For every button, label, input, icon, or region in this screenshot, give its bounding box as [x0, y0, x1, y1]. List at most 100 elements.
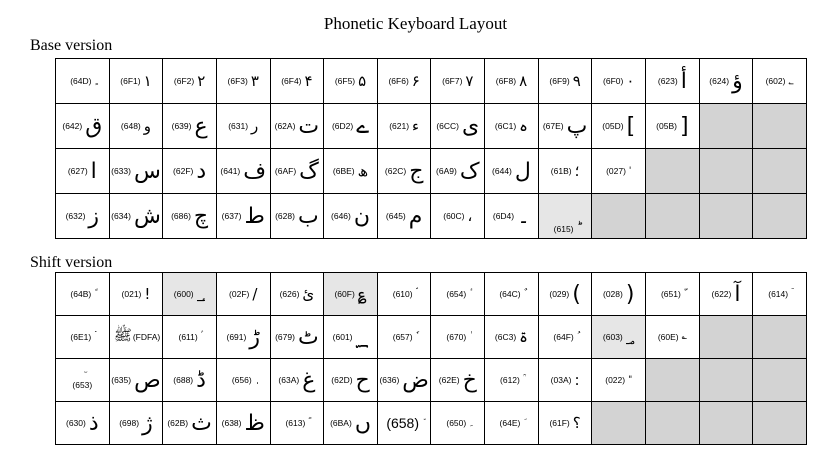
key-cell: (638) ظ [215, 401, 271, 445]
key-cell: (621) ء [376, 103, 432, 149]
unicode-code: (613) [285, 418, 306, 428]
key-content: (6F5) ۵ [335, 72, 366, 90]
key-cell: (639) ع [162, 103, 217, 149]
unicode-code: (64E) [499, 418, 521, 428]
unicode-code: (614) [768, 289, 789, 299]
key-cell: (63A) غ [269, 358, 325, 402]
unicode-code: (61B) [550, 166, 572, 176]
unicode-code: (602) [765, 76, 786, 86]
key-glyph: ں [354, 410, 371, 436]
key-cell: (686) چ [162, 193, 217, 239]
key-cell: (654)ٔ [430, 272, 486, 316]
unicode-code: (6F9) [549, 76, 570, 86]
key-cell: (64C)ٌ [484, 272, 539, 316]
unicode-code: (60E) [657, 332, 679, 342]
unicode-code: (645) [385, 211, 406, 221]
shift-version-table: (64B)ً (021)! (600)؀ (02F)/ (626)ئ (60F)؏ (610… [55, 272, 807, 445]
key-glyph: ؃ [625, 328, 635, 346]
unicode-code: (651) [660, 289, 681, 299]
key-glyph: ش [133, 203, 161, 229]
unicode-code: (6D2) [331, 121, 354, 131]
key-glyph: ، [467, 207, 473, 225]
key-glyph: ا [90, 158, 97, 184]
key-glyph: ۃ [519, 328, 528, 346]
key-cell: (610)ؐ [376, 272, 432, 316]
key-content: (64C)ٌ [499, 289, 523, 299]
key-glyph: / [252, 285, 258, 303]
key-content: (600) ؀ [174, 285, 206, 303]
unicode-code: (64C) [499, 289, 521, 299]
unicode-code: (62D) [331, 375, 353, 385]
key-cell: (6BA) ں [323, 401, 378, 445]
unicode-code: (FDFA) [132, 332, 161, 342]
key-content: (02F) / [229, 285, 257, 303]
key-cell: (6F6) ۶ [376, 58, 432, 104]
unicode-code: (670) [446, 332, 467, 342]
key-content: (644) ل [492, 159, 531, 184]
key-cell: (029)( [537, 272, 593, 316]
key-cell: (62E) خ [430, 358, 486, 402]
base-row: (64D)ٍ (6F1)۱ (6F2)۲ (6F3)۳ (6F4)۴ (6F5)۵ (6F6… [55, 58, 807, 104]
key-content: (6A9) ک [436, 159, 480, 184]
key-cell: (60F) ؏ [323, 272, 378, 316]
key-content: (622) آ [712, 282, 741, 307]
key-cell: (62F) د [162, 148, 217, 194]
unicode-code: (654) [446, 289, 467, 299]
key-content: (62B) ث [167, 411, 212, 436]
unicode-code: (6BA) [330, 418, 352, 428]
key-glyph: ؎ [681, 332, 687, 342]
key-cell: (612)ؒ [484, 358, 539, 402]
unicode-code: (698) [119, 418, 140, 428]
key-content: (6C3) ۃ [495, 328, 528, 346]
key-cell: (602) ؂ [752, 58, 807, 104]
key-content: (615)ؕ [554, 220, 577, 238]
key-content: (05D)[ [602, 114, 635, 139]
key-content: (641) ف [220, 159, 266, 184]
key-content: (601) ؁ [333, 325, 369, 350]
key-content: (64D)ٍ [70, 76, 94, 86]
key-content: (654)ٔ [446, 289, 469, 299]
key-content: (6F3) ۳ [228, 72, 259, 90]
unicode-code: (022) [605, 375, 626, 385]
key-glyph: ڑ [249, 324, 260, 350]
unicode-code: (62E) [438, 375, 460, 385]
key-content: (6BE) ھ [333, 162, 368, 180]
unicode-code: (653) [72, 380, 93, 391]
key-cell: (622) آ [698, 272, 754, 316]
key-cell: (03A): [537, 358, 593, 402]
key-content: (029)( [549, 282, 580, 307]
key-glyph: ب [297, 203, 319, 229]
unicode-code: (650) [446, 418, 467, 428]
key-content: (6C1) ہ [495, 117, 528, 135]
key-cell [698, 148, 754, 194]
key-cell: (698) ژ [108, 401, 164, 445]
key-glyph: [ [626, 113, 636, 139]
key-cell: (62B) ث [162, 401, 217, 445]
key-glyph: پ [566, 113, 588, 139]
key-content: (603) ؃ [603, 328, 635, 346]
unicode-code: (6A9) [436, 166, 457, 176]
unicode-code: (636) [379, 375, 400, 385]
key-cell: (646) ن [323, 193, 378, 239]
key-glyph: ۳ [250, 72, 259, 90]
key-cell [698, 358, 754, 402]
unicode-code: (621) [389, 121, 410, 131]
key-cell: (603) ؃ [591, 315, 647, 359]
key-content: (691) ڑ [227, 325, 260, 350]
key-glyph: ک [459, 158, 480, 184]
key-cell: (6D4) ۔ [484, 193, 539, 239]
key-content: (614)ؔ [768, 289, 791, 299]
key-content: (648) و [121, 117, 151, 135]
key-cell: (027) ' [591, 148, 647, 194]
key-cell: (6F1) ۱ [108, 58, 164, 104]
key-content: (670)ٰ [446, 332, 469, 342]
unicode-code: (6F5) [334, 76, 356, 86]
key-content: ﷺ (FDFA) [112, 326, 161, 348]
key-cell: (021)! [108, 272, 164, 316]
key-cell: ٓ(653) [55, 358, 110, 402]
key-cell: (670)ٰ [430, 315, 486, 359]
key-glyph: ئ [302, 285, 315, 303]
unicode-code: (6C3) [494, 332, 517, 342]
key-cell [698, 103, 754, 149]
unicode-code: (6F3) [227, 76, 248, 86]
